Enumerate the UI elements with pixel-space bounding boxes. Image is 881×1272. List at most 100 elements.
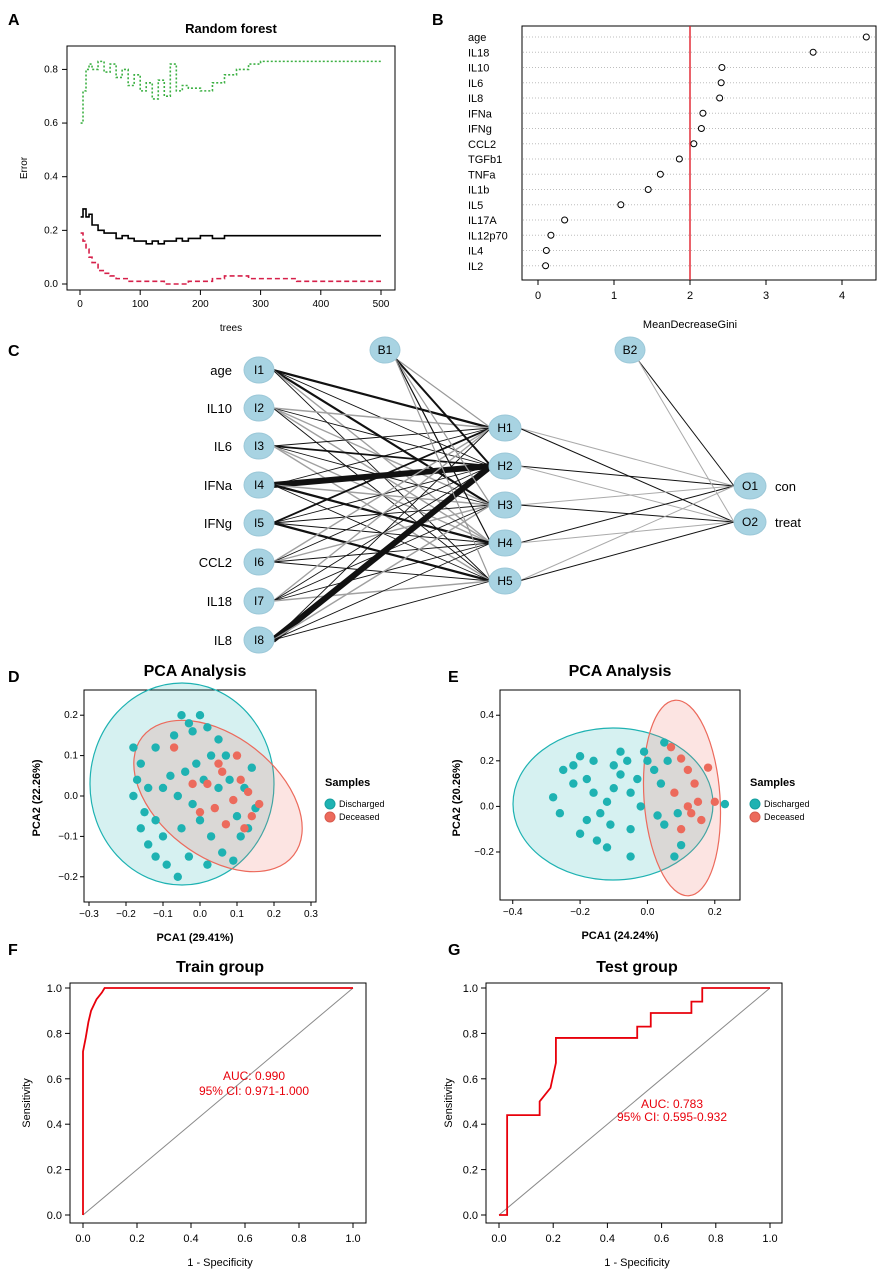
gini-point <box>718 64 726 71</box>
node-shape <box>733 508 767 536</box>
panel-letter-a: A <box>8 12 20 29</box>
gini-point <box>561 216 569 224</box>
chart-title: Test group <box>596 959 678 976</box>
point-deceased <box>203 779 212 789</box>
variable-label: IL10 <box>468 63 489 75</box>
point-discharged <box>184 719 194 728</box>
edge-bias-hidden <box>394 357 492 582</box>
variable-label: IL18 <box>468 47 489 59</box>
point-discharged <box>166 771 175 780</box>
x-axis-label: MeanDecreaseGini <box>643 319 737 331</box>
x-tick-label: −0.3 <box>79 909 99 920</box>
node-id: I8 <box>254 633 264 647</box>
point-discharged <box>626 824 635 834</box>
input-node-i8: I8 <box>243 626 275 654</box>
roc-area <box>82 987 354 1216</box>
tick-labels: −0.3 −0.2 −0.1 0.0 0.1 0.2 0.3 −0.2 −0.1 0.0 0.1 0.… <box>58 710 318 920</box>
point-discharged <box>144 783 153 793</box>
point-discharged <box>206 832 216 841</box>
roc-curve <box>499 987 770 1216</box>
point-discharged <box>181 767 190 776</box>
edge-bias-output <box>637 359 735 487</box>
point-discharged <box>670 852 679 861</box>
point-discharged <box>158 832 168 841</box>
input-label: IFNa <box>204 478 233 493</box>
x-axis-label: PCA1 (24.24%) <box>581 930 658 942</box>
point-deceased <box>676 824 686 834</box>
point-deceased <box>221 820 231 829</box>
edge-input-hidden <box>272 427 492 602</box>
x-tick-label: 4 <box>839 290 845 302</box>
x-tick-label: 0.6 <box>237 1233 252 1245</box>
edge-input-hidden <box>272 542 492 641</box>
point-deceased <box>236 775 245 785</box>
variable-label: IL2 <box>468 261 483 273</box>
point-deceased <box>687 809 696 818</box>
point-discharged <box>140 807 149 817</box>
node-id: I3 <box>254 439 264 453</box>
panel-b-gini: MeanDecreaseGini age IL18 IL10 IL6 IL8 IFNa IF… <box>468 25 877 331</box>
point-discharged <box>151 816 160 825</box>
point-deceased <box>210 803 219 813</box>
x-tick-label: 0.2 <box>129 1233 144 1245</box>
y-tick-label: 0.0 <box>44 279 58 290</box>
node-shape <box>243 356 275 384</box>
point-discharged <box>173 791 182 801</box>
edge-input-hidden <box>272 580 492 602</box>
gini-point <box>542 262 550 270</box>
point-discharged <box>720 799 730 809</box>
variable-label: CCL2 <box>468 139 496 151</box>
y-tick-label: 1.0 <box>47 983 62 995</box>
y-tick-label: 0.0 <box>463 1210 478 1222</box>
input-label: IL6 <box>214 439 232 454</box>
node-id: I4 <box>254 478 264 492</box>
point-discharged <box>162 860 171 869</box>
tick-labels: −0.4 −0.2 0.0 0.2 −0.2 0.0 0.2 0.4 <box>474 710 722 918</box>
bias-node-b2: B2 <box>614 336 646 364</box>
node-shape <box>243 587 275 615</box>
panel-letter-e: E <box>448 669 459 686</box>
panel-letter-f: F <box>8 942 18 959</box>
panel-letter-c: C <box>8 343 20 360</box>
edge-hidden-output <box>518 427 735 523</box>
point-discharged <box>218 848 227 857</box>
point-discharged <box>188 799 197 809</box>
point-discharged <box>616 747 625 756</box>
edge-input-hidden <box>272 427 492 524</box>
point-discharged <box>548 793 558 802</box>
panel-a-random-forest: Random forest trees Error 0 100 200 300 400 5… <box>19 21 396 334</box>
node-shape <box>488 529 522 557</box>
x-tick-label: 0.8 <box>708 1233 723 1245</box>
input-label: IL10 <box>207 401 232 416</box>
node-id: I2 <box>254 401 264 415</box>
point-discharged <box>221 751 231 760</box>
network-edges <box>271 357 735 643</box>
point-discharged <box>177 711 186 720</box>
point-deceased <box>247 812 256 821</box>
point-discharged <box>203 723 212 732</box>
point-discharged <box>660 738 669 747</box>
node-shape <box>243 626 275 654</box>
point-discharged <box>184 852 194 861</box>
point-discharged <box>195 816 205 825</box>
legend-title: Samples <box>325 777 370 789</box>
input-node-i4: I4 <box>243 471 275 499</box>
node-id: I1 <box>254 363 264 377</box>
point-discharged <box>151 852 160 861</box>
bias-node-b1: B1 <box>369 336 401 364</box>
x-tick-label: 100 <box>132 299 149 310</box>
y-tick-label: 0.2 <box>480 756 494 767</box>
point-discharged <box>673 809 682 818</box>
edge-hidden-output <box>518 485 735 506</box>
node-shape <box>488 491 522 519</box>
point-discharged <box>676 840 686 850</box>
point-discharged <box>602 843 612 852</box>
x-tick-label: 0 <box>77 299 83 310</box>
node-id: B2 <box>623 343 638 357</box>
panel-g-roc-test: Test group 1 - Specificity Sensitivity 0… <box>443 959 783 1269</box>
point-discharged <box>203 860 212 869</box>
point-discharged <box>158 783 168 793</box>
variable-label: TNFa <box>468 169 496 181</box>
edge-bias-hidden <box>394 357 492 506</box>
